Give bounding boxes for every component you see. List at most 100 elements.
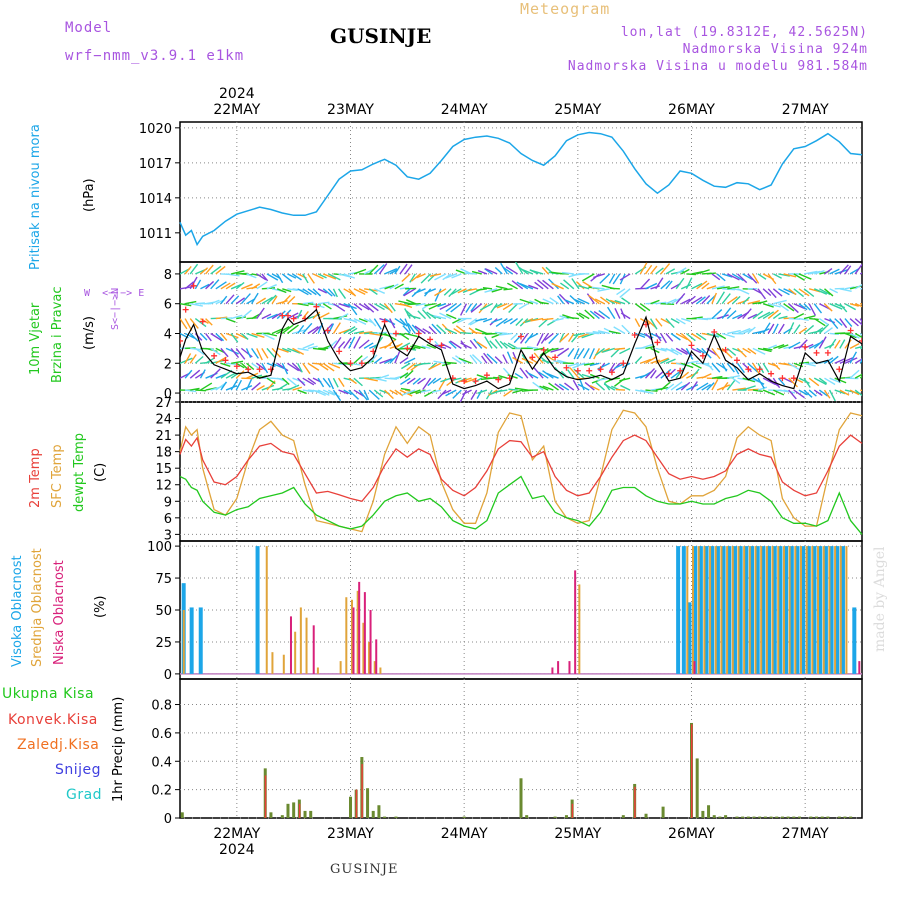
wind-arrow — [384, 268, 398, 275]
wind-arrow — [691, 296, 703, 305]
wind-arrow — [459, 389, 468, 402]
gust-marker — [256, 366, 263, 373]
cloud-bar-1 — [817, 546, 820, 674]
ytick-label: 1011 — [139, 227, 172, 242]
wind-arrow — [778, 273, 790, 277]
wind-arrow — [680, 268, 690, 275]
gust-marker — [733, 357, 740, 364]
wind-arrow — [434, 344, 447, 350]
precip-total-bar — [763, 816, 767, 818]
wind-arrow — [502, 354, 508, 364]
wind-arrow — [737, 273, 748, 284]
wind-arrow — [225, 385, 238, 391]
wind-arrow — [839, 264, 849, 275]
wind-arrow — [808, 389, 817, 397]
wind-arrow — [338, 389, 349, 395]
gust-marker — [495, 376, 502, 383]
wind-arrow — [230, 347, 240, 358]
wind-arrow — [691, 347, 702, 354]
precip-total-bar — [837, 816, 841, 818]
wind-arrow — [251, 332, 265, 338]
wind-arrow — [813, 389, 823, 397]
wind-arrow — [849, 343, 860, 350]
wind-arrow — [451, 273, 462, 279]
wind-arrow — [640, 389, 654, 395]
wind-arrow — [589, 310, 600, 320]
wind-arrow — [752, 362, 761, 375]
gust-marker — [483, 372, 490, 379]
wind-arrow — [318, 301, 330, 305]
wind-arrow — [256, 307, 265, 320]
wind-arrow — [215, 356, 227, 364]
wind-arrow — [569, 294, 580, 305]
cloud-bar-1 — [578, 584, 581, 674]
wind-arrow — [470, 389, 478, 400]
gust-marker — [347, 360, 354, 367]
wind-arrow — [445, 303, 457, 312]
wind-arrow — [200, 283, 210, 290]
wind-arrow — [619, 377, 631, 382]
wind-arrow — [767, 273, 777, 285]
wind-arrow — [696, 269, 710, 275]
ytick-label: 15 — [155, 462, 172, 477]
ytick-label: 0 — [164, 387, 172, 402]
wind-arrow — [189, 332, 199, 342]
wind-arrow — [854, 332, 862, 339]
ytick-label: 25 — [155, 636, 172, 651]
wind-arrow — [534, 281, 544, 290]
wind-arrow — [328, 362, 341, 369]
wind-arrow — [379, 358, 392, 364]
top-day-label: 26MAY — [668, 102, 715, 118]
wind-arrow — [205, 333, 212, 342]
wind-arrow — [411, 344, 426, 350]
wind-arrow — [292, 377, 305, 384]
wind-arrow — [363, 360, 374, 364]
wind-arrow — [225, 282, 236, 290]
gust-marker — [665, 370, 672, 377]
cloud-bar-1 — [271, 652, 274, 674]
wind-arrow — [578, 312, 590, 320]
wind-arrow — [747, 326, 756, 335]
precip-total-bar — [707, 805, 711, 818]
wind-arrow — [665, 383, 675, 391]
wind-arrow — [302, 322, 313, 334]
wind-arrow — [585, 332, 600, 335]
wind-arrow — [281, 324, 294, 335]
wind-arrow — [577, 332, 590, 338]
wind-arrow — [567, 347, 575, 357]
wind-arrow — [297, 377, 306, 386]
wind-arrow — [686, 384, 699, 391]
wind-arrow — [783, 273, 797, 278]
wind-arrow — [503, 317, 513, 325]
wind-arrow — [406, 377, 416, 385]
top-day-label: 25MAY — [554, 102, 601, 118]
wind-arrow — [859, 375, 862, 379]
wind-arrow — [389, 354, 398, 364]
wind-arrow — [328, 273, 341, 281]
ytick-label: 0.2 — [151, 784, 172, 799]
wind-arrow — [404, 369, 414, 379]
precip-conv-bar — [298, 803, 301, 818]
wind-arrow — [721, 273, 733, 278]
cloud-bar-0 — [732, 546, 737, 674]
wind-arrow — [353, 330, 365, 335]
wind-arrow — [373, 356, 383, 364]
wind-arrow — [778, 315, 788, 320]
precip-total-bar — [292, 802, 296, 818]
wind-arrow — [302, 310, 309, 320]
gust-marker — [779, 375, 786, 382]
wind-arrow — [577, 383, 590, 391]
wind-arrow — [384, 284, 395, 290]
wind-arrow — [554, 383, 565, 391]
wind-arrow — [530, 317, 544, 322]
wind-arrow — [665, 318, 675, 329]
wind-arrow — [675, 267, 687, 275]
wind-arrow — [491, 288, 503, 293]
wind-arrow — [287, 288, 298, 292]
wind-arrow — [225, 273, 240, 277]
wind-arrow — [312, 325, 322, 334]
wind-arrow — [384, 357, 395, 364]
wind-arrow — [553, 360, 564, 364]
wind-arrow — [574, 298, 585, 305]
wind-arrow — [859, 358, 862, 364]
